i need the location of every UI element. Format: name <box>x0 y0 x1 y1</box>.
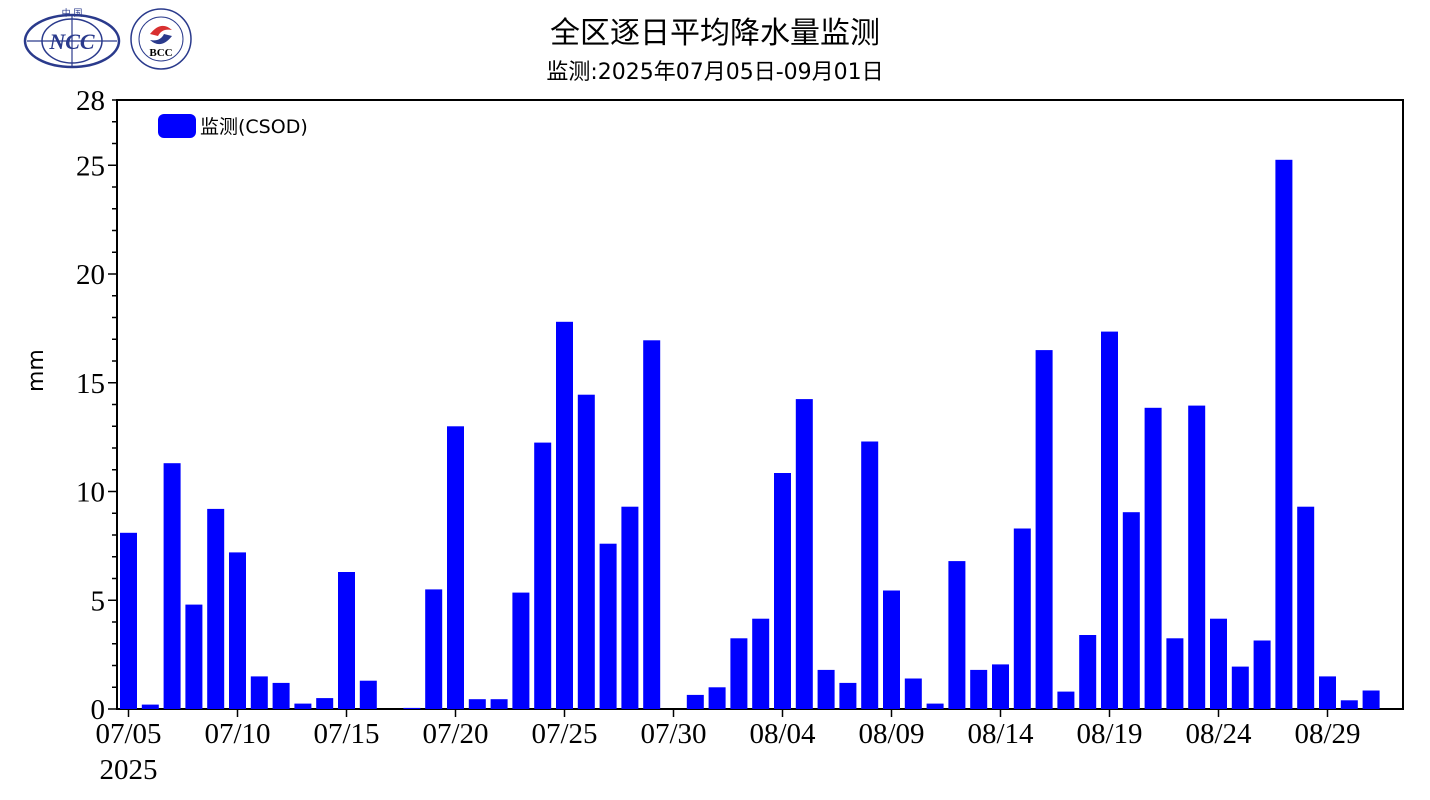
bar-08-15 <box>1013 528 1031 709</box>
x-tick-label: 08/29 <box>1294 718 1360 750</box>
chart-subtitle: 监测:2025年07月05日-09月01日 <box>546 60 884 85</box>
bar-07-20 <box>447 426 464 710</box>
bar-07-23 <box>512 592 530 709</box>
bar-07-29 <box>643 340 661 709</box>
bar-07-21 <box>468 699 486 709</box>
bar-08-20 <box>1122 512 1140 709</box>
x-tick-label: 08/09 <box>858 718 924 750</box>
chart-legend: 监测(CSOD) <box>158 112 308 139</box>
legend-label: 监测(CSOD) <box>200 116 308 138</box>
bar-08-26 <box>1253 640 1271 709</box>
plot-frame <box>116 99 1404 710</box>
bar-08-19 <box>1101 331 1118 709</box>
bar-07-19 <box>425 589 443 709</box>
bar-08-04 <box>774 473 791 709</box>
bar-07-07 <box>163 463 181 709</box>
y-tick-label: 10 <box>76 477 105 509</box>
bar-08-16 <box>1035 350 1053 709</box>
bar-08-31 <box>1362 690 1380 709</box>
x-tick-label: 07/25 <box>531 718 597 750</box>
bar-07-27 <box>599 543 617 709</box>
bar-07-08 <box>185 604 203 709</box>
bar-08-07 <box>839 682 857 709</box>
bar-08-29 <box>1319 676 1336 709</box>
bar-08-12 <box>948 561 966 709</box>
bar-08-06 <box>817 669 835 709</box>
x-tick-label: 07/10 <box>204 718 270 750</box>
bar-07-26 <box>577 394 595 709</box>
x-tick-label: 08/19 <box>1076 718 1142 750</box>
y-tick-label: 28 <box>76 85 105 117</box>
ncc-logo-top-text: 中 国 <box>62 8 83 19</box>
ncc-logo: NCC 中 国 <box>23 8 121 69</box>
bar-07-18 <box>403 707 421 709</box>
y-axis-label: mm <box>24 349 49 392</box>
bar-07-15 <box>338 572 355 709</box>
bar-07-12 <box>272 682 290 709</box>
x-tick-label: 07/30 <box>640 718 706 750</box>
y-tick-label: 5 <box>91 585 106 617</box>
bar-07-13 <box>294 703 312 709</box>
bar-08-25 <box>1231 666 1249 709</box>
y-tick-label: 0 <box>91 694 106 726</box>
x-tick-label: 07/20 <box>422 718 488 750</box>
bar-08-24 <box>1210 618 1227 709</box>
bar-08-08 <box>861 441 879 709</box>
bar-08-28 <box>1297 506 1315 709</box>
y-tick-label: 15 <box>76 368 105 400</box>
bar-07-22 <box>490 699 508 709</box>
bar-08-14 <box>992 664 1009 709</box>
chart-title: 全区逐日平均降水量监测 <box>550 16 880 51</box>
bar-07-31 <box>686 694 704 709</box>
bar-08-13 <box>970 669 988 709</box>
bar-08-27 <box>1275 159 1293 710</box>
bar-08-10 <box>904 678 922 709</box>
bar-08-09 <box>883 590 900 709</box>
bcc-logo-text: BCC <box>149 47 172 59</box>
bar-07-11 <box>250 676 268 709</box>
y-tick-label: 20 <box>76 259 105 291</box>
bar-07-09 <box>207 508 225 709</box>
bar-07-24 <box>534 442 552 709</box>
bar-07-28 <box>621 506 639 709</box>
bar-08-17 <box>1057 691 1075 709</box>
bar-08-21 <box>1144 407 1162 709</box>
bar-08-18 <box>1079 635 1097 709</box>
x-tick-label: 08/24 <box>1185 718 1252 750</box>
bar-07-25 <box>556 321 573 709</box>
x-year-label: 2025 <box>100 754 158 786</box>
bar-07-06 <box>141 704 159 709</box>
bar-08-02 <box>730 638 748 709</box>
bar-08-01 <box>708 687 726 710</box>
bar-08-11 <box>926 703 944 709</box>
bar-08-22 <box>1166 638 1184 709</box>
bar-07-10 <box>229 552 246 709</box>
x-tick-label: 08/14 <box>967 718 1034 750</box>
x-tick-label: 07/15 <box>313 718 379 750</box>
bar-08-30 <box>1340 700 1358 709</box>
bcc-logo: BCC <box>130 8 192 70</box>
bar-08-05 <box>795 399 813 709</box>
legend-swatch <box>158 113 196 138</box>
x-tick-label: 08/04 <box>749 718 816 750</box>
bar-08-23 <box>1188 405 1206 709</box>
x-tick-label: 07/05 <box>95 718 161 750</box>
ncc-logo-text: NCC <box>48 29 95 54</box>
bar-08-03 <box>752 618 770 709</box>
bar-07-14 <box>316 698 334 709</box>
bar-07-05 <box>120 532 137 709</box>
y-tick-label: 25 <box>76 150 105 182</box>
bar-07-16 <box>359 680 377 709</box>
